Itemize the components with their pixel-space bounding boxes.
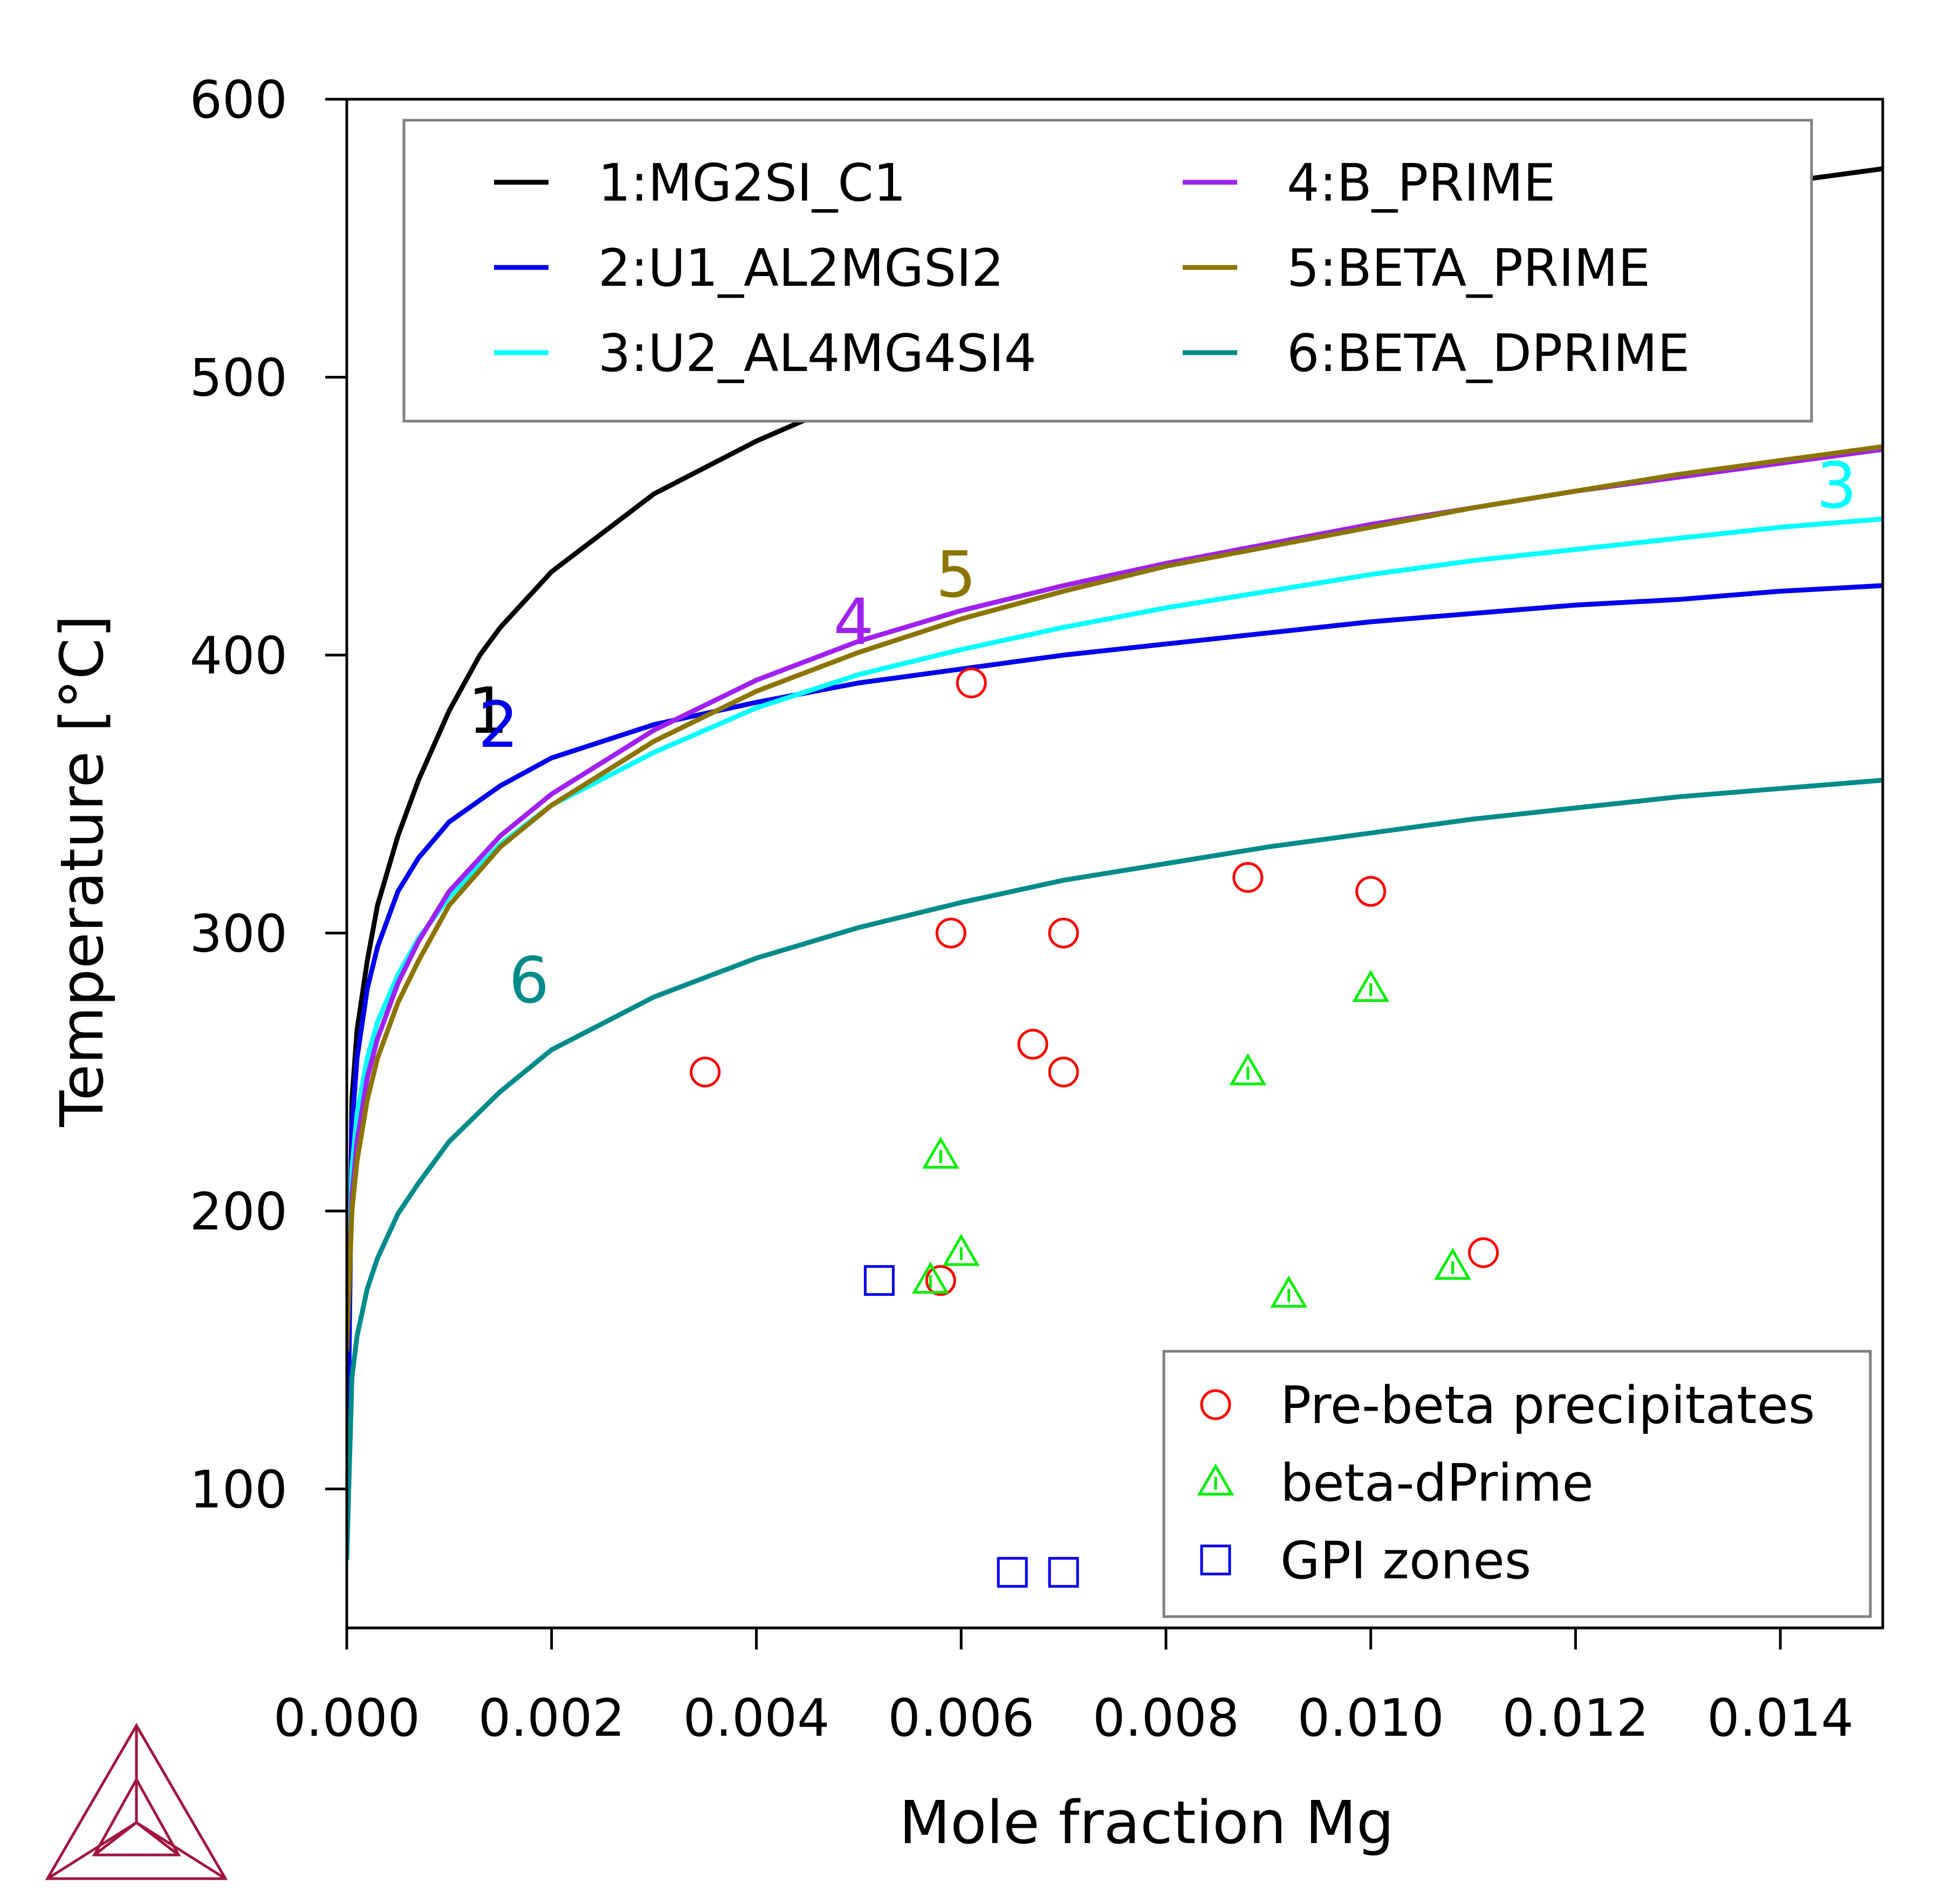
legend-line-label-5: 5:BETA_PRIME [1287,239,1650,298]
legend-marker-3 [1200,1544,1231,1576]
scatter-point-1-7 [1048,1056,1079,1088]
scatter-point-2-7-shape [1434,1247,1471,1280]
x-tick-label-2: 0.004 [683,1689,829,1748]
x-tick-label-0: 0.000 [273,1689,420,1748]
series-line-6 [347,778,1883,1561]
scatter-point-2-6 [1352,970,1389,1002]
scatter-point-1-6 [1048,917,1079,948]
curve-labels-layer: 12 3 45 6 [468,449,1857,1018]
series-line-3 [347,516,1883,1352]
scatter-point-2-1-shape [911,1261,949,1294]
scatter-point-2-6-shape [1352,970,1389,1002]
curve-label-5: 5 [936,538,976,612]
scatter-point-2-5-shape [1270,1275,1308,1308]
series-line-2 [347,583,1883,1547]
scatter-layer [690,667,1499,1588]
legend-line-label-1: 1:MG2SI_C1 [598,154,906,213]
legend-line-label-6: 6:BETA_DPRIME [1287,324,1690,383]
scatter-point-1-5 [1017,1029,1048,1060]
legend-marker-label-3: GPI zones [1280,1531,1531,1591]
plot-frame [345,98,1884,1630]
legend-lines: 1:MG2SI_C1 2:U1_AL2MGSI2 3:U2_AL4MG4SI4 4:B… [402,119,1813,423]
scatter-point-2-7 [1434,1247,1471,1280]
thermo-calc-logo-icon [45,1723,228,1880]
scatter-point-2-4 [1229,1053,1267,1085]
y-axis-label: Temperature [°C] [47,615,116,1127]
legend-markers: Pre-beta precipitates beta-dPrime GPI zone… [1162,1350,1872,1618]
scatter-point-3-3 [1048,1557,1079,1588]
legend-line-label-2: 2:U1_AL2MGSI2 [598,239,1004,298]
y-tick-label-4: 500 [190,348,287,408]
series-line-4 [347,447,1883,1352]
scatter-point-1-8 [1232,862,1264,893]
y-tick-label-0: 100 [190,1460,287,1520]
curve-label-4: 4 [833,585,874,659]
scatter-point-1-9 [1355,876,1387,907]
legend-line-label-3: 3:U2_AL4MG4SI4 [598,324,1037,383]
scatter-point-3-2 [997,1557,1028,1588]
ticks-layer: 0.000 0.002 0.004 0.006 0.008 0.010 0.012 0.014… [190,71,1854,1748]
x-tick-label-1: 0.002 [478,1689,625,1748]
scatter-point-2-3 [942,1234,980,1266]
legend-markers-box [1162,1350,1872,1618]
axes-layer [345,98,1884,1630]
y-tick-label-2: 300 [190,904,287,964]
curve-label-1: 1 [468,673,508,748]
legend-marker-2-shape [1197,1463,1234,1496]
curve-label-6: 6 [509,943,549,1018]
legend-marker-2 [1197,1463,1234,1496]
scatter-point-2-2-shape [922,1136,959,1169]
scatter-point-3-1 [863,1265,895,1296]
x-tick-label-5: 0.010 [1298,1689,1444,1748]
x-tick-label-3: 0.006 [888,1689,1034,1748]
series-line-5 [347,444,1883,1352]
legend-lines-box [402,119,1813,423]
x-tick-label-4: 0.008 [1093,1689,1239,1748]
y-tick-label-5: 600 [190,71,287,130]
scatter-point-2-3-shape [942,1234,980,1266]
y-tick-label-3: 400 [190,627,287,686]
scatter-point-1-2 [925,1265,956,1296]
legend-marker-1 [1200,1389,1231,1420]
scatter-point-2-4-shape [1229,1053,1267,1085]
legend-line-label-4: 4:B_PRIME [1287,154,1555,213]
legend-marker-label-1: Pre-beta precipitates [1280,1376,1815,1435]
scatter-point-1-3 [935,917,966,948]
scatter-point-2-1 [911,1261,949,1294]
legend-marker-label-2: beta-dPrime [1280,1454,1594,1513]
curve-label-3: 3 [1816,449,1857,523]
x-tick-label-7: 0.014 [1707,1689,1854,1748]
scatter-point-1-1 [690,1056,721,1088]
curve-label-2: 2 [478,688,518,762]
scatter-point-2-5 [1270,1275,1308,1308]
x-tick-label-6: 0.012 [1502,1689,1649,1748]
scatter-point-1-10 [1468,1237,1499,1268]
x-axis-label: Mole fraction Mg [899,1788,1394,1857]
scatter-point-1-4 [956,667,987,698]
scatter-point-2-2 [922,1136,959,1169]
y-tick-label-1: 200 [190,1183,287,1242]
